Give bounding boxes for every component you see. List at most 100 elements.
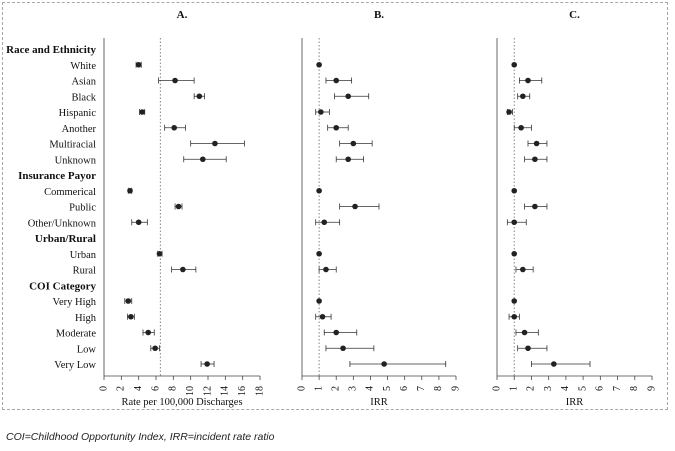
data-point: [333, 124, 340, 131]
row-label: Public: [69, 203, 96, 214]
data-point: [125, 298, 132, 304]
data-point: [333, 329, 340, 336]
data-point: [333, 77, 340, 84]
data-point: [180, 266, 186, 273]
figure-caption: COI=Childhood Opportunity Index, IRR=inc…: [6, 431, 275, 443]
x-axis-label: IRR: [566, 397, 584, 408]
data-point: [521, 329, 528, 336]
x-axis-label: Rate per 100,000 Discharges: [121, 397, 242, 408]
x-tick-label: 2: [526, 386, 537, 391]
data-point: [204, 361, 210, 367]
data-point: [321, 219, 328, 226]
row-label: Moderate: [56, 329, 97, 340]
data-point: [525, 345, 531, 352]
data-point: [145, 329, 151, 336]
data-point: [511, 250, 518, 257]
data-point: [316, 250, 322, 257]
data-point: [212, 140, 218, 147]
x-tick-label: 8: [433, 386, 444, 391]
x-tick-label: 14: [220, 386, 231, 396]
x-tick-label: 6: [595, 386, 606, 391]
x-tick-label: 3: [348, 386, 359, 391]
data-point: [350, 140, 357, 147]
x-tick-label: 5: [382, 386, 393, 391]
panel-title: C.: [569, 9, 580, 21]
x-tick-label: 1: [313, 386, 324, 391]
row-label: Hispanic: [59, 108, 97, 119]
row-label: Commerical: [44, 187, 96, 198]
data-point: [352, 203, 358, 210]
data-point: [156, 250, 163, 257]
row-label: Other/Unknown: [28, 218, 97, 229]
x-tick-label: 18: [254, 386, 265, 396]
data-point: [506, 109, 512, 115]
data-point: [525, 77, 531, 84]
data-point: [152, 345, 158, 352]
panel-title: A.: [177, 9, 188, 21]
x-tick-label: 4: [560, 386, 571, 391]
x-tick-label: 12: [202, 386, 213, 396]
data-point: [511, 187, 518, 194]
data-point: [319, 313, 326, 320]
row-label: Multiracial: [49, 140, 96, 151]
section-header-label: Insurance Payor: [18, 170, 96, 182]
data-point: [316, 187, 322, 194]
data-point: [135, 61, 142, 68]
section-header-label: Race and Ethnicity: [6, 44, 96, 56]
row-label: Urban: [70, 250, 97, 261]
section-header-label: COI Category: [29, 280, 96, 292]
data-point: [511, 219, 518, 226]
data-point: [139, 109, 145, 115]
data-point: [128, 313, 134, 320]
x-tick-label: 10: [185, 386, 196, 396]
figure-frame: [2, 2, 668, 410]
row-label: Very Low: [54, 360, 96, 371]
data-point: [520, 266, 526, 273]
x-tick-label: 4: [133, 386, 144, 391]
data-point: [135, 219, 142, 226]
data-point: [518, 124, 524, 131]
x-axis-label: IRR: [370, 397, 388, 408]
x-tick-label: 6: [150, 386, 161, 391]
x-tick-label: 2: [331, 386, 342, 391]
x-tick-label: 1: [509, 386, 520, 391]
data-point: [345, 93, 352, 100]
x-tick-label: 3: [543, 386, 554, 391]
panel-title: B.: [374, 9, 384, 21]
row-label: Another: [62, 124, 97, 135]
data-point: [345, 156, 352, 163]
section-header-label: Urban/Rural: [35, 233, 96, 245]
data-point: [316, 298, 322, 304]
row-label: Black: [72, 92, 97, 103]
data-point: [318, 109, 324, 115]
x-tick-label: 0: [98, 386, 109, 391]
data-point: [171, 124, 177, 131]
data-point: [511, 313, 518, 320]
x-tick-label: 2: [116, 386, 127, 391]
data-point: [172, 77, 178, 84]
x-tick-label: 7: [416, 386, 427, 391]
x-tick-label: 8: [168, 386, 179, 391]
data-point: [520, 93, 526, 100]
data-point: [340, 345, 346, 352]
data-point: [511, 61, 518, 68]
row-label: Very High: [53, 297, 97, 308]
x-tick-label: 9: [646, 386, 657, 391]
row-label: Asian: [72, 77, 97, 88]
data-point: [532, 156, 538, 163]
data-point: [381, 361, 387, 367]
data-point: [175, 203, 182, 210]
data-point: [316, 61, 322, 68]
x-tick-label: 0: [296, 386, 307, 391]
x-tick-label: 9: [450, 386, 461, 391]
x-tick-label: 5: [577, 386, 588, 391]
data-point: [532, 203, 538, 210]
data-point: [127, 187, 133, 194]
data-point: [511, 298, 518, 304]
row-label: High: [75, 313, 97, 324]
x-tick-label: 7: [612, 386, 623, 391]
row-label: Low: [77, 344, 97, 355]
row-label: Unknown: [55, 155, 97, 166]
